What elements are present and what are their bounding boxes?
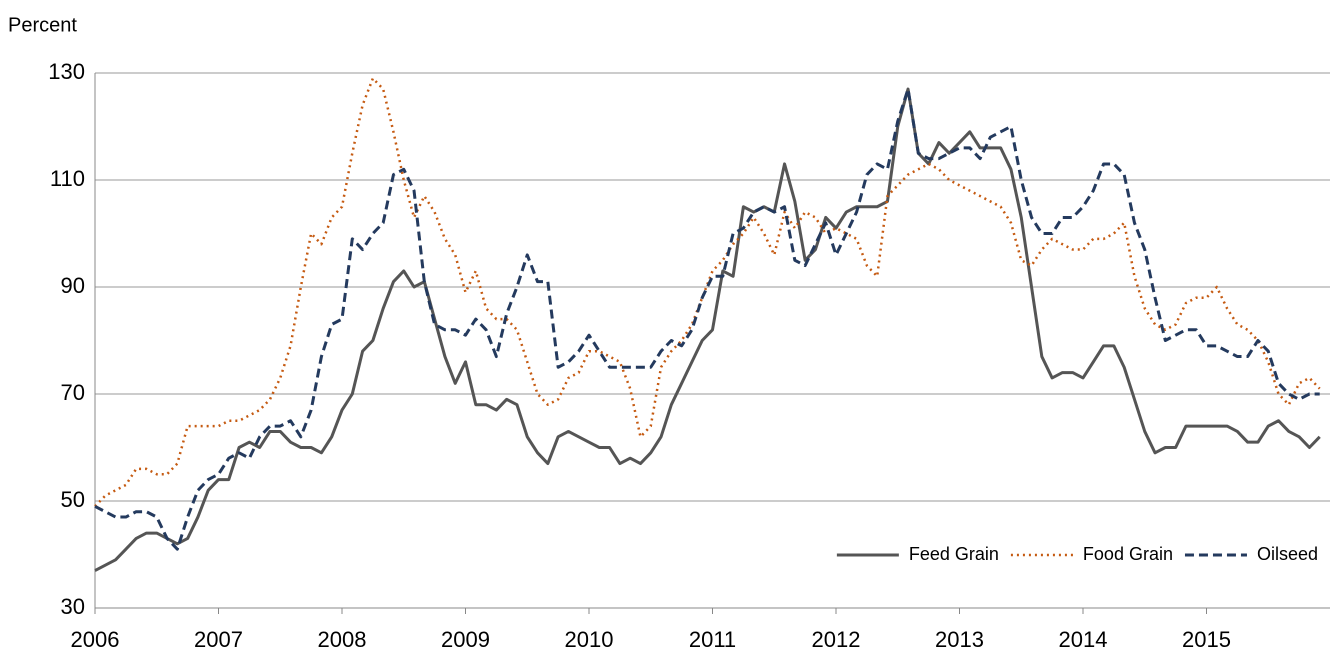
series-line	[94, 87, 1320, 551]
x-tick-label: 2006	[71, 627, 120, 652]
y-axis-label: Percent	[8, 14, 77, 36]
y-tick-label: 130	[48, 59, 85, 84]
x-tick-label: 2007	[194, 627, 243, 652]
x-tick-label: 2015	[1182, 627, 1231, 652]
y-tick-label: 110	[50, 166, 85, 191]
y-tick-label: 90	[61, 273, 85, 298]
legend-label: Oilseed	[1257, 544, 1318, 564]
series-line	[94, 87, 1321, 572]
x-tick-label: 2009	[441, 627, 490, 652]
x-tick-label: 2008	[318, 627, 367, 652]
legend-label: Feed Grain	[909, 544, 999, 564]
x-tick-label: 2012	[812, 627, 861, 652]
x-tick-label: 2011	[689, 627, 736, 652]
y-tick-label: 70	[61, 380, 85, 405]
y-tick-label: 30	[61, 594, 85, 619]
series-line	[94, 77, 1321, 508]
y-tick-label: 50	[61, 487, 85, 512]
legend-label: Food Grain	[1083, 544, 1173, 564]
x-tick-label: 2013	[935, 627, 984, 652]
x-tick-label: 2014	[1059, 627, 1108, 652]
x-tick-label: 2010	[565, 627, 614, 652]
